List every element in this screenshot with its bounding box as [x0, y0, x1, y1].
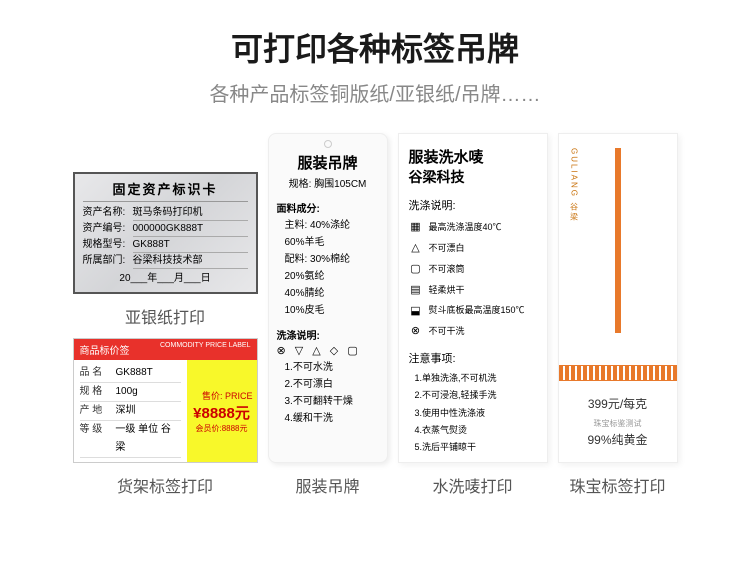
wash-sec1: 洗涤说明: — [409, 197, 537, 213]
price-row: 品 名GK888T — [80, 364, 181, 383]
caption-wash: 水洗唛打印 — [432, 473, 512, 497]
jewel-bottom: 399元/每克 珠宝标鉴测试 99%纯黄金 — [559, 381, 677, 462]
price-sp-label: 售价: PRICE — [202, 389, 253, 402]
price-tag: 商品标价签 COMMODITY PRICE LABEL 品 名GK888T规 格… — [73, 338, 258, 463]
wash-note-line: 4.衣蒸气熨烫 — [409, 422, 537, 439]
caption-jewel: 珠宝标签打印 — [569, 473, 665, 497]
wash-note-line: 1.单独洗涤,不可机洗 — [409, 370, 537, 387]
wash-note-line: 5.洗后平铺晾干 — [409, 439, 537, 456]
jewel-bar — [615, 148, 621, 333]
hang-note-line: 3.不可翻转干燥 — [277, 393, 379, 410]
hang-comp-line: 60%羊毛 — [277, 234, 379, 251]
price-right: 售价: PRICE ¥8888元 会员价:8888元 — [187, 360, 257, 462]
price-left: 品 名GK888T规 格100g产 地深圳等 级一级 单位 谷梁 — [74, 360, 187, 462]
wash-row: ▢不可滚筒 — [409, 259, 537, 280]
wash-row: ⬓熨斗底板最高温度150℃ — [409, 301, 537, 322]
hang-comp-line: 20%氨纶 — [277, 268, 379, 285]
header: 可打印各种标签吊牌 各种产品标签铜版纸/亚银纸/吊牌…… — [0, 0, 750, 125]
wash-row: ▦最高洗涤温度40℃ — [409, 217, 537, 238]
hang-sec2: 洗涤说明: — [277, 327, 379, 342]
hang-spec: 规格: 胸围105CM — [277, 175, 379, 190]
wash-note-line: 3.使用中性洗涤液 — [409, 405, 537, 422]
col-shelf: 固定资产标识卡 资产名称:斑马条码打印机资产编号:000000GK888T规格型… — [73, 172, 258, 498]
asset-card-title: 固定资产标识卡 — [83, 180, 248, 203]
hang-note-line: 4.缓和干洗 — [277, 410, 379, 427]
jewel-tag: GULIANG 谷梁 399元/每克 珠宝标鉴测试 99%纯黄金 — [558, 133, 678, 463]
price-head-left: 商品标价签 — [80, 342, 130, 357]
hang-comp-line: 主料: 40%涤纶 — [277, 217, 379, 234]
page-subtitle: 各种产品标签铜版纸/亚银纸/吊牌…… — [0, 78, 750, 107]
jewel-brand: GULIANG 谷梁 — [569, 148, 580, 222]
hang-comp-line: 40%腈纶 — [277, 285, 379, 302]
col-wash: 服装洗水唛 谷梁科技 洗涤说明: ▦最高洗涤温度40℃△不可漂白▢不可滚筒▤轻柔… — [398, 133, 548, 497]
caption-asset: 亚银纸打印 — [125, 304, 205, 328]
hang-title: 服装吊牌 — [277, 152, 379, 173]
price-row: 规 格100g — [80, 383, 181, 402]
hang-tag: 服装吊牌 规格: 胸围105CM 面料成分: 主料: 40%涤纶60%羊毛配料:… — [268, 133, 388, 463]
caption-hang: 服装吊牌 — [295, 473, 359, 497]
jewel-band — [559, 365, 677, 381]
wash-row: ⊗不可干洗 — [409, 321, 537, 342]
wash-icons: ⊗ ▽ △ ◇ ▢ — [277, 344, 379, 357]
wash-sec2: 注意事项: — [409, 350, 537, 366]
jewel-price: 399元/每克 — [567, 395, 669, 412]
wash-row: ▤轻柔烘干 — [409, 280, 537, 301]
jewel-small: 珠宝标鉴测试 — [567, 418, 669, 429]
wash-row: △不可漂白 — [409, 238, 537, 259]
labels-row: 固定资产标识卡 资产名称:斑马条码打印机资产编号:000000GK888T规格型… — [0, 125, 750, 505]
col-jewel: GULIANG 谷梁 399元/每克 珠宝标鉴测试 99%纯黄金 珠宝标签打印 — [558, 133, 678, 497]
hang-comp-line: 配料: 30%棉纶 — [277, 251, 379, 268]
hang-comp-line: 10%皮毛 — [277, 302, 379, 319]
asset-row: 规格型号:GK888T — [83, 237, 248, 253]
price-member: 会员价:8888元 — [195, 423, 247, 434]
page-title: 可打印各种标签吊牌 — [0, 24, 750, 70]
price-row: 等 级一级 单位 谷梁 — [80, 421, 181, 458]
asset-row: 所属部门:谷梁科技技术部 — [83, 253, 248, 269]
price-value: ¥8888元 — [193, 402, 250, 423]
asset-card: 固定资产标识卡 资产名称:斑马条码打印机资产编号:000000GK888T规格型… — [73, 172, 258, 295]
price-head-right: COMMODITY PRICE LABEL — [160, 342, 251, 357]
wash-title: 服装洗水唛 — [409, 146, 537, 167]
price-row: 产 地深圳 — [80, 402, 181, 421]
asset-row: 资产编号:000000GK888T — [83, 221, 248, 237]
jewel-top: GULIANG 谷梁 — [559, 134, 677, 365]
caption-price: 货架标签打印 — [117, 473, 213, 497]
wash-note-line: 2.不可浸泡,轻揉手洗 — [409, 387, 537, 404]
col-hangtag: 服装吊牌 规格: 胸围105CM 面料成分: 主料: 40%涤纶60%羊毛配料:… — [268, 133, 388, 497]
asset-date: 20___年___月___日 — [83, 271, 248, 286]
asset-row: 资产名称:斑马条码打印机 — [83, 205, 248, 221]
hang-note-line: 2.不可漂白 — [277, 376, 379, 393]
wash-sub: 谷梁科技 — [409, 167, 537, 187]
hang-note-line: 1.不可水洗 — [277, 359, 379, 376]
wash-tag: 服装洗水唛 谷梁科技 洗涤说明: ▦最高洗涤温度40℃△不可漂白▢不可滚筒▤轻柔… — [398, 133, 548, 463]
jewel-gold: 99%纯黄金 — [567, 431, 669, 448]
hang-sec1: 面料成分: — [277, 200, 379, 215]
